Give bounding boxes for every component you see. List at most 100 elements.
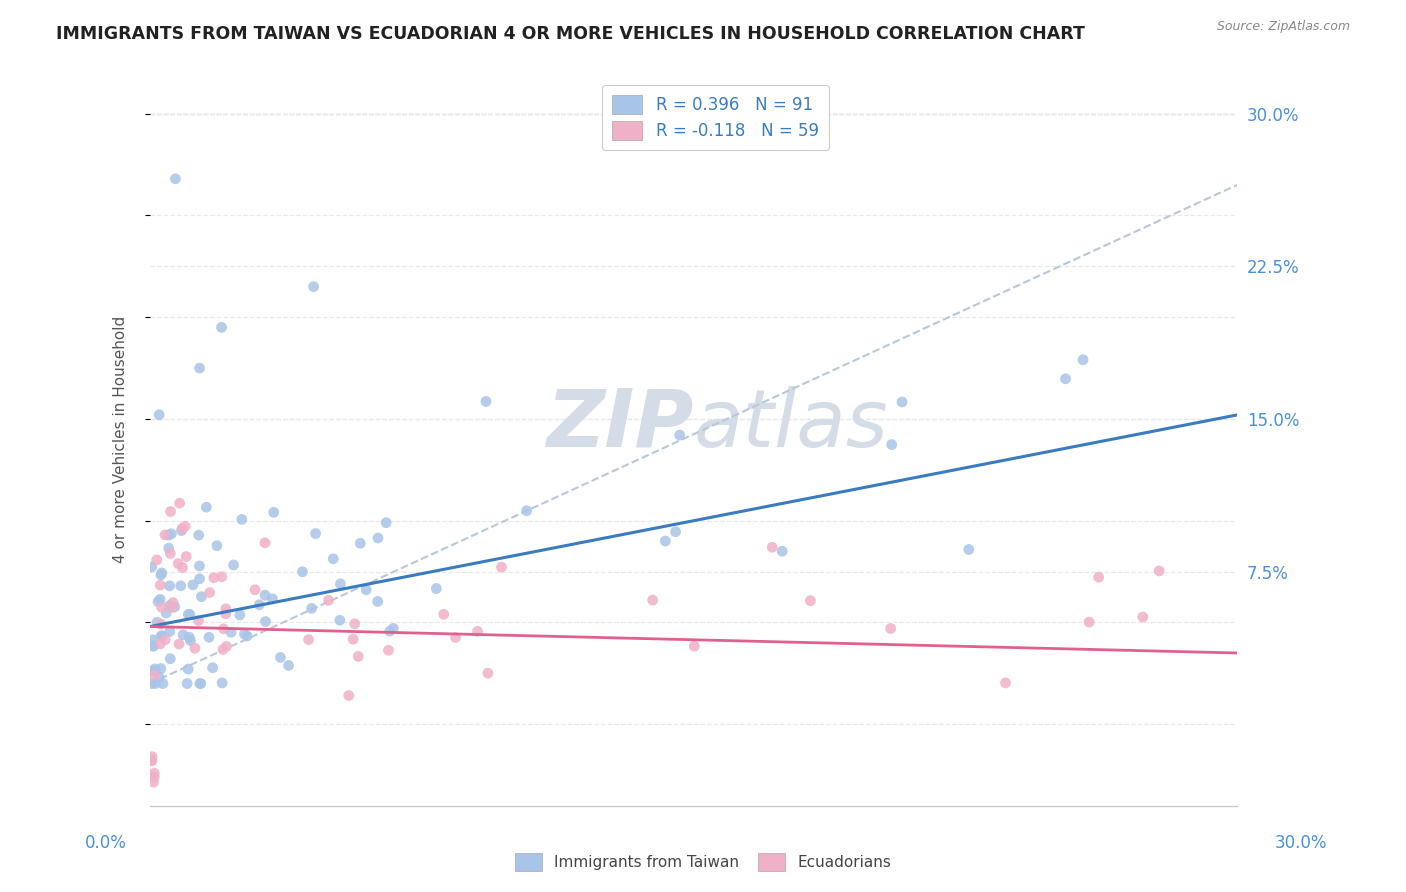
Point: [467, 624, 489, 639]
Point: [143, 668, 166, 682]
Point: [141, 676, 163, 690]
Point: [354, 582, 377, 597]
Point: [150, 600, 173, 615]
Point: [269, 650, 291, 665]
Point: [149, 568, 172, 582]
Text: Source: ZipAtlas.com: Source: ZipAtlas.com: [1216, 20, 1350, 33]
Text: atlas: atlas: [693, 385, 889, 464]
Text: 0.0%: 0.0%: [84, 834, 127, 852]
Point: [157, 541, 180, 555]
Point: [170, 524, 193, 538]
Point: [148, 670, 170, 684]
Point: [215, 607, 238, 621]
Point: [222, 558, 245, 572]
Y-axis label: 4 or more Vehicles in Household: 4 or more Vehicles in Household: [114, 316, 128, 563]
Point: [770, 544, 793, 558]
Point: [181, 578, 204, 592]
Point: [177, 607, 200, 622]
Point: [190, 590, 212, 604]
Point: [153, 528, 176, 542]
Point: [211, 676, 233, 690]
Point: [159, 504, 181, 518]
Point: [188, 572, 211, 586]
Point: [146, 595, 169, 609]
Point: [367, 594, 389, 608]
Point: [880, 437, 903, 451]
Point: [202, 571, 225, 585]
Point: [162, 596, 184, 610]
Point: [378, 624, 401, 639]
Point: [187, 528, 209, 542]
Point: [347, 649, 370, 664]
Point: [188, 676, 211, 690]
Point: [994, 676, 1017, 690]
Point: [297, 632, 319, 647]
Point: [322, 551, 344, 566]
Point: [377, 643, 399, 657]
Point: [176, 676, 198, 690]
Point: [155, 606, 177, 620]
Point: [170, 579, 193, 593]
Point: [141, 560, 163, 574]
Point: [172, 628, 194, 642]
Point: [254, 588, 277, 602]
Point: [190, 676, 212, 690]
Point: [215, 640, 238, 654]
Point: [343, 616, 366, 631]
Point: [263, 505, 285, 519]
Point: [475, 394, 498, 409]
Point: [149, 592, 172, 607]
Point: [177, 662, 200, 676]
Point: [205, 539, 228, 553]
Point: [761, 541, 783, 555]
Point: [641, 593, 664, 607]
Point: [880, 622, 903, 636]
Point: [231, 512, 253, 526]
Point: [211, 570, 233, 584]
Point: [212, 642, 235, 657]
Point: [149, 617, 172, 632]
Point: [229, 607, 252, 622]
Point: [142, 775, 165, 789]
Point: [188, 361, 211, 376]
Point: [145, 676, 167, 690]
Point: [233, 627, 256, 641]
Point: [148, 408, 170, 422]
Point: [654, 534, 676, 549]
Point: [141, 749, 163, 764]
Point: [799, 593, 821, 607]
Point: [957, 542, 980, 557]
Point: [159, 579, 181, 593]
Point: [302, 279, 325, 293]
Point: [491, 560, 513, 574]
Point: [337, 689, 360, 703]
Point: [174, 519, 197, 533]
Point: [160, 600, 183, 615]
Point: [477, 666, 499, 681]
Point: [149, 661, 172, 675]
Point: [516, 504, 538, 518]
Point: [160, 526, 183, 541]
Point: [159, 599, 181, 613]
Point: [167, 557, 190, 571]
Point: [155, 632, 177, 647]
Point: [149, 637, 172, 651]
Point: [277, 658, 299, 673]
Point: [219, 625, 242, 640]
Point: [668, 428, 690, 442]
Point: [329, 577, 352, 591]
Point: [152, 676, 174, 690]
Point: [141, 753, 163, 767]
Point: [444, 631, 467, 645]
Point: [342, 632, 364, 647]
Text: IMMIGRANTS FROM TAIWAN VS ECUADORIAN 4 OR MORE VEHICLES IN HOUSEHOLD CORRELATION: IMMIGRANTS FROM TAIWAN VS ECUADORIAN 4 O…: [56, 25, 1085, 43]
Point: [141, 664, 163, 678]
Point: [1054, 372, 1077, 386]
Point: [179, 607, 201, 622]
Point: [215, 602, 238, 616]
Point: [149, 578, 172, 592]
Point: [1071, 352, 1094, 367]
Point: [212, 622, 235, 636]
Point: [157, 528, 180, 542]
Text: 30.0%: 30.0%: [1274, 834, 1327, 852]
